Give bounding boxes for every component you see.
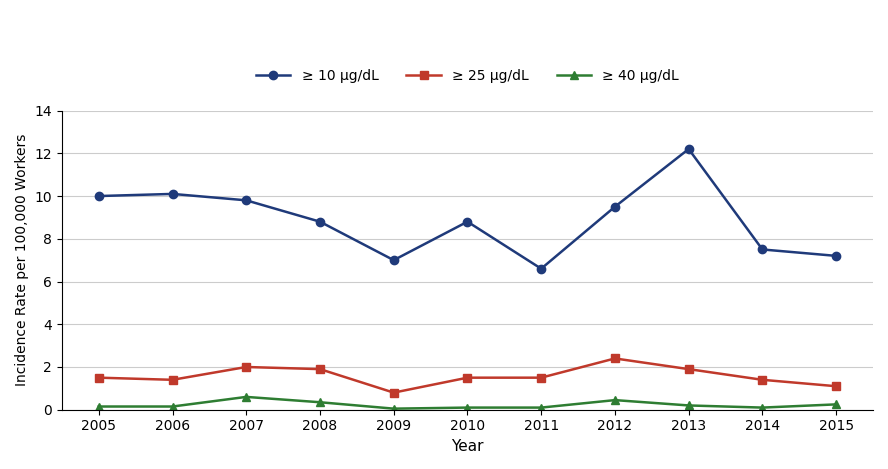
≥ 25 μg/dL xyxy=(167,377,178,383)
≥ 25 μg/dL xyxy=(535,375,546,380)
≥ 25 μg/dL xyxy=(609,356,620,361)
≥ 25 μg/dL xyxy=(93,375,104,380)
≥ 10 μg/dL xyxy=(241,197,251,203)
≥ 10 μg/dL xyxy=(314,219,325,225)
≥ 10 μg/dL xyxy=(93,193,104,199)
≥ 40 μg/dL xyxy=(609,397,620,403)
≥ 40 μg/dL xyxy=(462,405,472,410)
≥ 40 μg/dL xyxy=(241,394,251,400)
Line: ≥ 10 μg/dL: ≥ 10 μg/dL xyxy=(95,145,840,273)
≥ 10 μg/dL xyxy=(831,253,842,259)
≥ 10 μg/dL xyxy=(388,257,399,263)
≥ 40 μg/dL xyxy=(314,400,325,405)
≥ 10 μg/dL xyxy=(757,247,768,252)
≥ 10 μg/dL xyxy=(462,219,472,225)
≥ 40 μg/dL xyxy=(535,405,546,410)
≥ 25 μg/dL xyxy=(314,366,325,372)
≥ 10 μg/dL xyxy=(684,146,694,152)
≥ 40 μg/dL xyxy=(757,405,768,410)
≥ 25 μg/dL xyxy=(757,377,768,383)
≥ 25 μg/dL xyxy=(684,366,694,372)
≥ 40 μg/dL xyxy=(831,401,842,407)
≥ 25 μg/dL xyxy=(831,383,842,389)
≥ 40 μg/dL xyxy=(167,404,178,409)
X-axis label: Year: Year xyxy=(451,439,484,454)
≥ 40 μg/dL xyxy=(93,404,104,409)
≥ 25 μg/dL xyxy=(462,375,472,380)
Line: ≥ 25 μg/dL: ≥ 25 μg/dL xyxy=(95,354,840,397)
≥ 25 μg/dL xyxy=(388,390,399,395)
Y-axis label: Incidence Rate per 100,000 Workers: Incidence Rate per 100,000 Workers xyxy=(15,134,29,386)
≥ 40 μg/dL xyxy=(388,406,399,411)
≥ 40 μg/dL xyxy=(684,402,694,408)
≥ 10 μg/dL xyxy=(535,266,546,272)
≥ 10 μg/dL xyxy=(167,191,178,197)
Legend: ≥ 10 μg/dL, ≥ 25 μg/dL, ≥ 40 μg/dL: ≥ 10 μg/dL, ≥ 25 μg/dL, ≥ 40 μg/dL xyxy=(250,64,685,89)
≥ 10 μg/dL xyxy=(609,204,620,210)
≥ 25 μg/dL xyxy=(241,364,251,370)
Line: ≥ 40 μg/dL: ≥ 40 μg/dL xyxy=(95,393,840,413)
